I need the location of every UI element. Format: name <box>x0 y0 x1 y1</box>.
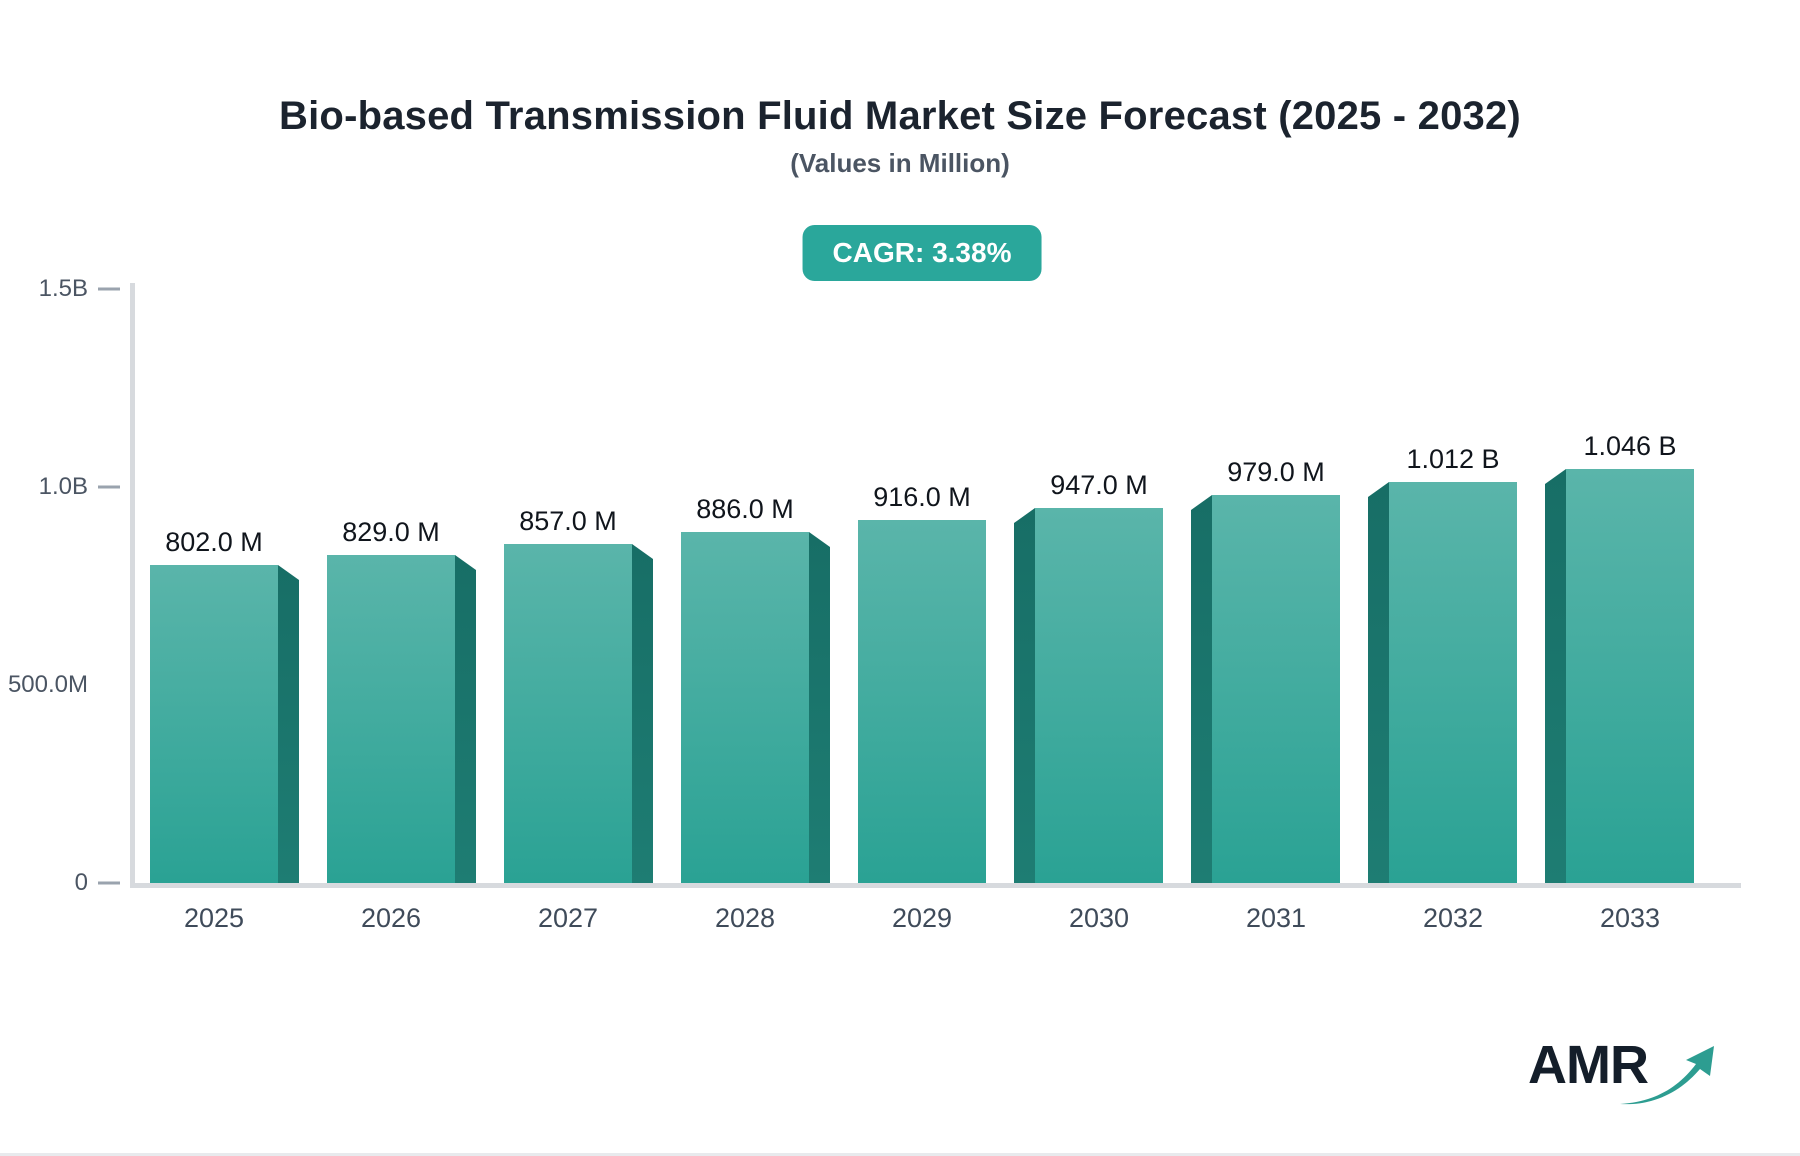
bar-face <box>1212 495 1340 883</box>
bar-face <box>150 565 278 883</box>
y-tick-label: 0 <box>74 869 88 896</box>
y-axis-line <box>130 283 135 885</box>
bar-value-label: 1.046 B <box>1583 431 1677 461</box>
bar-value-label: 916.0 M <box>873 482 971 512</box>
bar-face <box>1389 482 1517 883</box>
bar-face <box>681 532 809 883</box>
bar-2031: 979.0 M <box>1191 457 1340 883</box>
bar-value-label: 857.0 M <box>519 506 617 536</box>
bar-2028: 886.0 M <box>681 494 830 883</box>
x-tick-label-2028: 2028 <box>714 903 776 933</box>
y-tick-mark <box>98 287 120 291</box>
bar-2030: 947.0 M <box>1014 470 1163 883</box>
bar-value-label: 886.0 M <box>696 494 794 524</box>
x-tick-label-2030: 2030 <box>1068 903 1130 933</box>
y-tick-mark <box>98 485 120 489</box>
chart-subtitle: (Values in Million) <box>790 148 1010 178</box>
chart-title: Bio-based Transmission Fluid Market Size… <box>279 94 1521 138</box>
x-tick-label-2026: 2026 <box>360 903 422 933</box>
bar-side-shade <box>632 544 653 883</box>
cagr-badge: CAGR: 3.38% <box>802 225 1042 281</box>
page-bottom-border <box>0 1153 1800 1156</box>
x-tick-label-2032: 2032 <box>1422 903 1484 933</box>
x-tick-label-2025: 2025 <box>183 903 245 933</box>
bar-2032: 1.012 B <box>1368 444 1517 883</box>
bar-side-shade <box>1191 495 1212 883</box>
bar-2026: 829.0 M <box>327 517 476 883</box>
bar-side-shade <box>809 532 830 883</box>
bar-value-label: 802.0 M <box>165 527 263 557</box>
bar-side-shade <box>455 555 476 883</box>
bar-2025: 802.0 M <box>150 527 299 883</box>
bar-2027: 857.0 M <box>504 506 653 883</box>
bar-side-shade <box>1368 482 1389 883</box>
bar-side-shade <box>1545 469 1566 883</box>
x-tick-label-2027: 2027 <box>537 903 599 933</box>
x-tick-label-2033: 2033 <box>1599 903 1661 933</box>
growth-arrow-icon <box>1620 1046 1714 1105</box>
bar-side-shade <box>1014 508 1035 883</box>
bar-value-label: 829.0 M <box>342 517 440 547</box>
x-axis-line <box>130 883 1741 888</box>
bar-value-label: 979.0 M <box>1227 457 1325 487</box>
bar-face <box>858 520 986 883</box>
brand-logo-text: AMR <box>1528 1035 1649 1095</box>
bar-face <box>1566 469 1694 883</box>
x-tick-label-2031: 2031 <box>1245 903 1307 933</box>
bar-face <box>504 544 632 883</box>
y-tick-label: 500.0M <box>7 671 88 698</box>
y-tick-mark <box>98 881 120 885</box>
brand-logo: AMR <box>1528 1030 1718 1110</box>
bar-2029: 916.0 M <box>858 482 986 883</box>
bar-side-shade <box>278 565 299 883</box>
cagr-badge-label: CAGR: 3.38% <box>832 237 1012 268</box>
bar-2033: 1.046 B <box>1545 431 1694 883</box>
x-tick-label-2029: 2029 <box>891 903 953 933</box>
bar-face <box>1035 508 1163 883</box>
bar-face <box>327 555 455 883</box>
bar-value-label: 947.0 M <box>1050 470 1148 500</box>
bar-value-label: 1.012 B <box>1406 444 1500 474</box>
y-tick-label: 1.0B <box>38 473 88 500</box>
y-tick-label: 1.5B <box>38 275 88 302</box>
